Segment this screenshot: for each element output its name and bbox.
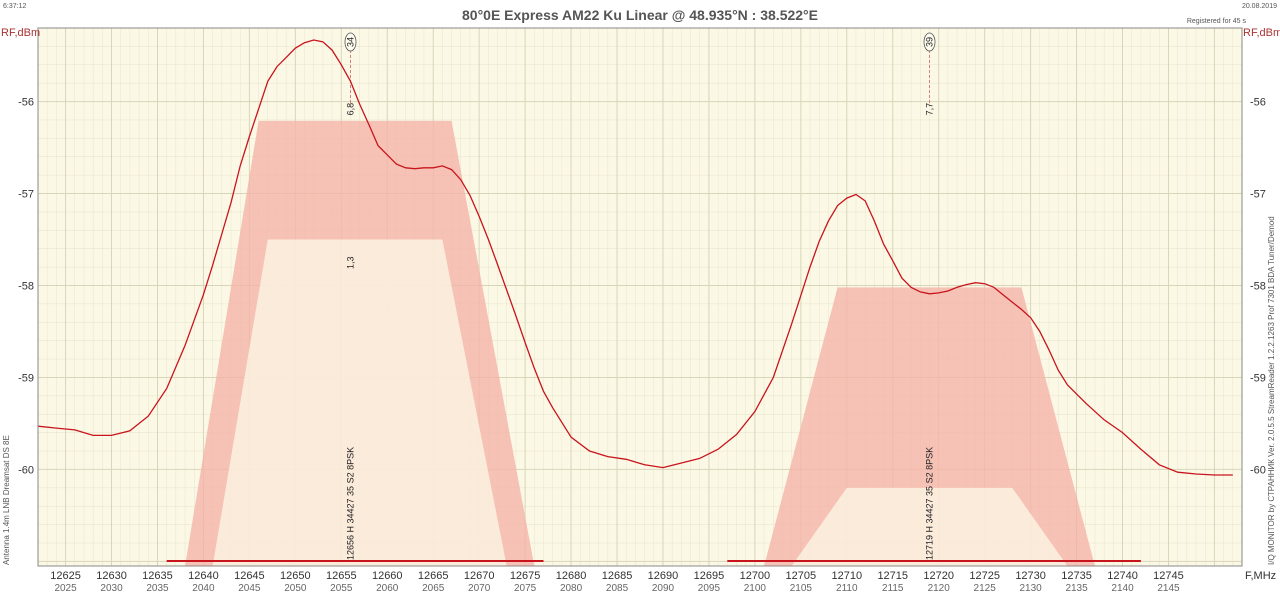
x-tick-if: 2045 bbox=[238, 583, 261, 594]
x-tick: 12635 bbox=[142, 570, 173, 582]
carrier-value-top-39: 7,7 bbox=[925, 103, 935, 116]
software-info: I/Q MONITOR by СТРАННИК Ver. 2.0.5.5 Str… bbox=[1267, 216, 1276, 565]
x-tick-if: 2035 bbox=[146, 583, 169, 594]
carrier-marker-id-34: 34 bbox=[345, 37, 355, 47]
y-tick-left: -59 bbox=[18, 372, 34, 384]
x-tick: 12675 bbox=[510, 570, 541, 582]
x-tick-if: 2105 bbox=[790, 583, 813, 594]
x-tick-if: 2025 bbox=[54, 583, 77, 594]
x-tick: 12740 bbox=[1107, 570, 1138, 582]
x-tick-if: 2145 bbox=[1157, 583, 1180, 594]
carrier-band-inner-34 bbox=[212, 239, 507, 566]
x-tick: 12655 bbox=[326, 570, 357, 582]
y-tick-right: -58 bbox=[1250, 281, 1266, 293]
x-axis-label: F,MHz bbox=[1245, 570, 1276, 582]
carrier-marker-id-39: 39 bbox=[925, 37, 935, 47]
carrier-markers: 34 12656 H 34427 35 S2 8PSK 6,8 1,3 39 12719 … bbox=[344, 32, 936, 560]
x-tick-if: 2095 bbox=[698, 583, 721, 594]
x-tick-if: 2040 bbox=[192, 583, 215, 594]
carrier-marker-badge-34 bbox=[344, 32, 357, 52]
y-tick-left: -58 bbox=[18, 281, 34, 293]
x-tick-if: 2080 bbox=[560, 583, 583, 594]
x-tick: 12715 bbox=[877, 570, 908, 582]
x-tick-if: 2090 bbox=[652, 583, 675, 594]
x-tick: 12735 bbox=[1061, 570, 1092, 582]
y-tick-left: -57 bbox=[18, 189, 34, 201]
x-tick: 12665 bbox=[418, 570, 449, 582]
y-axis-right: -56 -57 -58 -59 -60 bbox=[1250, 97, 1266, 477]
x-tick: 12640 bbox=[188, 570, 219, 582]
carrier-label-34: 12656 H 34427 35 S2 8PSK bbox=[345, 447, 355, 560]
x-tick-if: 2130 bbox=[1019, 583, 1042, 594]
x-tick-if: 2050 bbox=[284, 583, 307, 594]
x-tick: 12730 bbox=[1015, 570, 1046, 582]
x-tick-if: 2115 bbox=[882, 583, 904, 594]
plot-frame bbox=[37, 27, 1243, 567]
x-tick-if: 2065 bbox=[422, 583, 445, 594]
y-tick-right: -60 bbox=[1250, 464, 1266, 476]
x-tick-if: 2055 bbox=[330, 583, 353, 594]
x-tick-if: 2140 bbox=[1111, 583, 1134, 594]
y-tick-right: -56 bbox=[1250, 97, 1266, 109]
y-tick-right: -57 bbox=[1250, 189, 1266, 201]
y-axis-left: -56 -57 -58 -59 -60 bbox=[18, 97, 34, 477]
y-tick-right: -59 bbox=[1250, 372, 1266, 384]
x-tick: 12625 bbox=[50, 570, 81, 582]
x-tick: 12705 bbox=[786, 570, 817, 582]
x-tick: 12700 bbox=[740, 570, 771, 582]
time-label: 6:37:12 bbox=[3, 3, 26, 10]
x-tick-if: 2075 bbox=[514, 583, 537, 594]
y-tick-left: -60 bbox=[18, 464, 34, 476]
x-tick-if: 2085 bbox=[606, 583, 629, 594]
y-tick-left: -56 bbox=[18, 97, 34, 109]
spectrum-trace bbox=[37, 39, 1233, 476]
x-tick-if: 2110 bbox=[836, 583, 858, 594]
x-tick: 12685 bbox=[602, 570, 633, 582]
carrier-bands bbox=[185, 120, 1095, 566]
x-tick-if: 2060 bbox=[376, 583, 399, 594]
date-label: 20.08.2019 bbox=[1242, 3, 1277, 10]
antenna-info: Antenna 1.4m LNB Dreamsat DS 8E bbox=[2, 435, 11, 565]
y-axis-label-right: RF,dBm bbox=[1243, 27, 1280, 39]
x-tick-if: 2070 bbox=[468, 583, 491, 594]
carrier-band-inner-39 bbox=[791, 487, 1068, 566]
x-tick: 12695 bbox=[694, 570, 725, 582]
carrier-value-top-34: 6,8 bbox=[345, 103, 355, 116]
registered-label: Registered for 45 s bbox=[1187, 18, 1247, 25]
x-tick: 12670 bbox=[464, 570, 495, 582]
carrier-marker-badge-39 bbox=[923, 32, 936, 52]
x-tick-if: 2135 bbox=[1065, 583, 1088, 594]
x-tick: 12660 bbox=[372, 570, 403, 582]
x-tick: 12645 bbox=[234, 570, 265, 582]
y-axis-label-left: RF,dBm bbox=[1, 27, 40, 39]
x-tick: 12745 bbox=[1153, 570, 1184, 582]
x-tick: 12725 bbox=[969, 570, 1000, 582]
carrier-label-39: 12719 H 34427 35 S2 8PSK bbox=[925, 447, 935, 560]
x-tick: 12650 bbox=[280, 570, 311, 582]
x-tick: 12630 bbox=[96, 570, 127, 582]
x-tick: 12690 bbox=[648, 570, 679, 582]
x-tick-if: 2100 bbox=[744, 583, 767, 594]
x-tick-if: 2030 bbox=[100, 583, 123, 594]
x-tick: 12710 bbox=[831, 570, 862, 582]
carrier-value-bottom-34: 1,3 bbox=[345, 256, 355, 269]
x-tick-if: 2125 bbox=[974, 583, 997, 594]
x-tick: 12680 bbox=[556, 570, 587, 582]
x-tick-if: 2120 bbox=[928, 583, 951, 594]
chart-title: 80°0E Express AM22 Ku Linear @ 48.935°N … bbox=[462, 7, 818, 23]
x-tick: 12720 bbox=[923, 570, 954, 582]
